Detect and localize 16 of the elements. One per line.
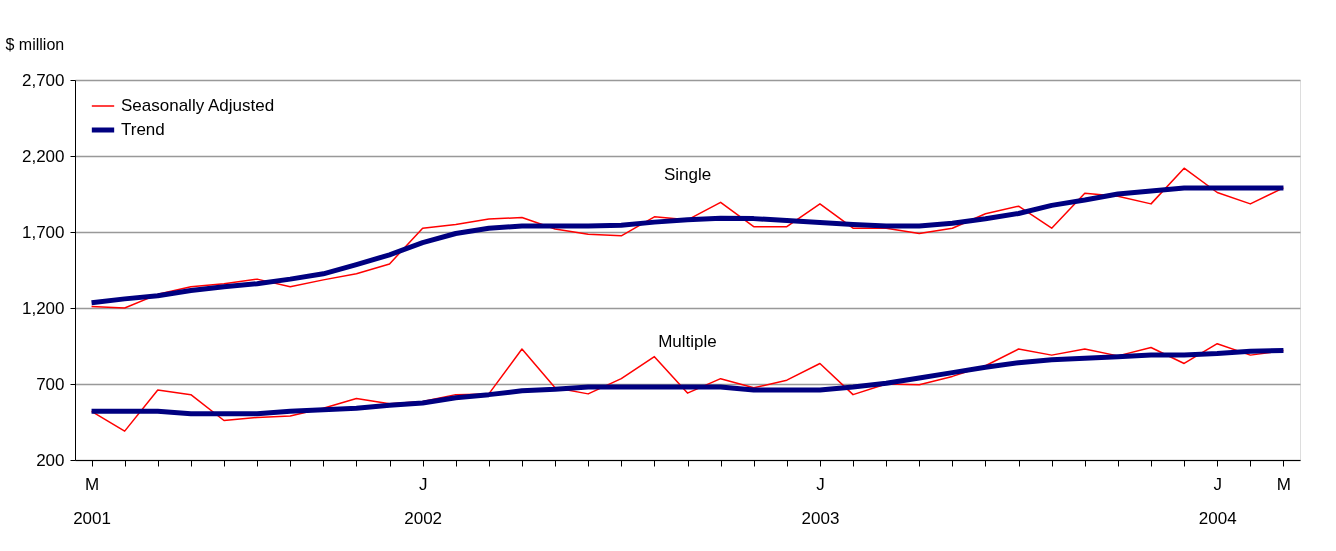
legend-label: Seasonally Adjusted (121, 96, 275, 115)
annotation: Single (663, 164, 712, 184)
x-tick-label: J 2003 (801, 474, 840, 528)
y-tick-label: 2,200 (21, 146, 65, 166)
x-tick-label: M (1276, 474, 1292, 494)
y-tick-label: 2,700 (21, 70, 65, 90)
y-tick-label: 200 (36, 450, 65, 470)
x-tick-label: J 2002 (404, 474, 443, 528)
x-tick-label: J 2004 (1198, 474, 1237, 528)
x-tick-label: M 2001 (73, 474, 111, 528)
annotation: Multiple (658, 332, 717, 352)
y-tick-label: 1,200 (21, 298, 65, 318)
legend-label: Trend (121, 120, 165, 139)
y-tick-label: 1,700 (21, 222, 65, 242)
y-tick-label: 700 (36, 374, 65, 394)
y-axis-title: $ million (5, 35, 65, 53)
